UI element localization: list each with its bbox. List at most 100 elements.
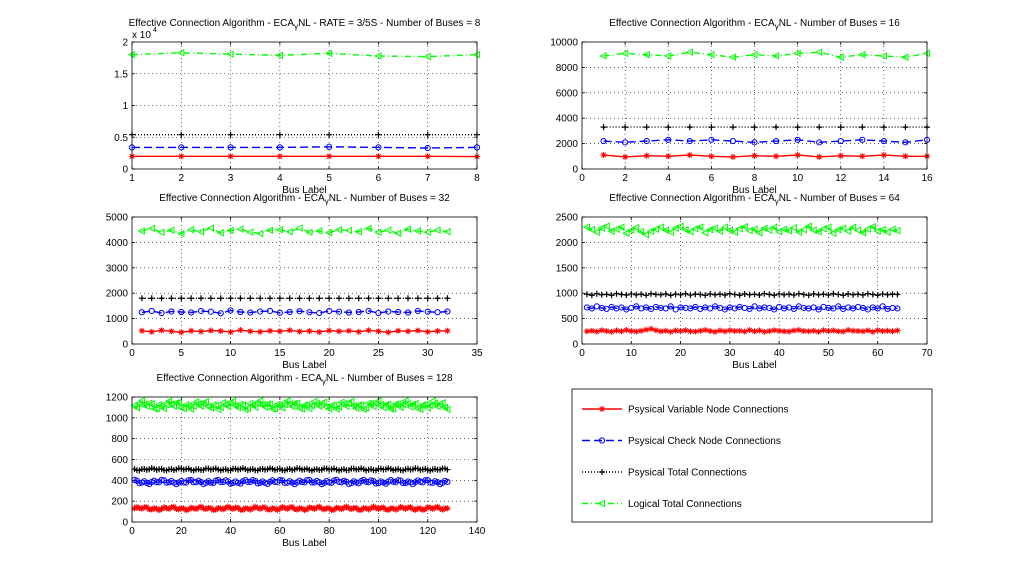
data-point-variable	[153, 505, 160, 512]
data-point-variable	[385, 506, 392, 513]
data-point-logical	[196, 402, 205, 411]
data-point-logical	[354, 401, 362, 409]
data-point-logical	[221, 400, 229, 409]
data-point-logical	[433, 402, 441, 411]
data-point-variable	[212, 506, 219, 513]
data-point-variable	[375, 505, 382, 512]
data-point-logical	[617, 223, 625, 231]
data-point-logical	[245, 228, 254, 237]
series-logical	[137, 224, 451, 238]
x-tick-label: 3	[228, 173, 234, 184]
x-tick-label: 0	[579, 173, 585, 184]
data-point-total	[296, 295, 303, 302]
series-variable	[131, 503, 451, 514]
data-point-logical	[794, 228, 802, 237]
data-point-variable	[766, 328, 773, 335]
data-point-logical	[789, 223, 798, 232]
data-point-variable	[751, 328, 758, 335]
data-point-total	[677, 291, 684, 298]
x-axis-label: Bus Label	[732, 360, 776, 371]
data-point-variable	[313, 504, 320, 511]
data-point-total	[702, 292, 709, 299]
data-point-logical	[176, 48, 185, 57]
data-point-check	[372, 480, 380, 487]
data-point-variable	[368, 505, 375, 512]
data-point-check	[335, 308, 343, 315]
data-point-check	[746, 305, 753, 313]
x-axis-label: Bus Label	[282, 538, 326, 549]
data-point-variable	[365, 327, 372, 334]
data-point-logical	[720, 223, 729, 231]
data-point-variable	[434, 328, 441, 335]
data-point-check	[207, 308, 214, 315]
data-point-total	[662, 290, 669, 297]
data-point-check	[751, 139, 758, 146]
data-point-variable	[600, 152, 607, 159]
data-point-variable	[845, 327, 852, 334]
data-point-logical	[858, 228, 867, 237]
data-point-logical	[784, 226, 793, 235]
legend-marker	[597, 499, 606, 508]
data-point-variable	[583, 328, 590, 335]
y-tick-label: 1000	[106, 413, 129, 424]
data-point-variable	[859, 153, 866, 160]
series-variable	[583, 325, 901, 335]
data-point-logical	[587, 225, 595, 234]
data-point-variable	[392, 506, 399, 513]
data-point-variable	[336, 328, 342, 335]
data-point-total	[682, 290, 689, 297]
chart-title-rest: NL - Number of Buses = 16	[779, 18, 901, 29]
chart-title-sub: γ	[325, 197, 329, 206]
data-point-total	[355, 295, 362, 302]
data-point-logical	[388, 405, 397, 413]
data-point-logical	[646, 227, 655, 236]
data-point-check	[247, 309, 254, 316]
data-point-logical	[686, 227, 694, 236]
data-point-logical	[809, 226, 817, 235]
chart-title: Effective Connection Algorithm - ECAγNL …	[159, 193, 450, 206]
series-line-check	[603, 139, 928, 144]
data-point-variable	[800, 328, 807, 335]
data-point-logical	[270, 405, 279, 413]
data-point-logical	[374, 52, 382, 60]
data-point-variable	[424, 328, 431, 335]
data-point-logical	[700, 228, 709, 237]
data-point-variable	[262, 504, 269, 511]
data-point-variable	[198, 328, 204, 335]
data-point-total	[316, 295, 323, 302]
data-point-logical	[848, 223, 857, 231]
data-point-total	[276, 295, 283, 302]
data-point-total	[267, 295, 273, 302]
data-point-total	[840, 292, 847, 299]
data-point-variable	[402, 505, 409, 512]
legend-marker	[599, 406, 605, 412]
data-point-variable	[299, 505, 306, 512]
data-point-total	[790, 291, 797, 298]
data-point-variable	[884, 327, 891, 334]
y-tick-label: 0	[572, 165, 578, 176]
data-point-variable	[697, 327, 704, 334]
data-point-logical	[342, 402, 350, 411]
x-axis-label: Bus Label	[282, 360, 326, 371]
data-point-variable	[820, 327, 827, 334]
data-point-total	[623, 291, 630, 298]
data-point-total	[385, 295, 392, 302]
data-point-variable	[267, 327, 273, 334]
data-point-logical	[642, 50, 650, 59]
data-point-total	[424, 131, 431, 138]
data-point-total	[741, 290, 748, 297]
data-point-check	[257, 308, 264, 315]
data-point-variable	[835, 328, 842, 335]
data-point-total	[286, 295, 293, 302]
data-point-logical	[705, 225, 714, 234]
y-tick-label: 0	[122, 165, 128, 176]
data-point-total	[257, 295, 264, 302]
data-point-logical	[836, 53, 844, 62]
data-point-logical	[287, 402, 296, 411]
data-point-total	[665, 124, 672, 131]
data-point-variable	[296, 328, 303, 335]
data-point-total	[188, 295, 195, 302]
data-point-total	[869, 291, 876, 298]
data-point-total	[622, 124, 629, 131]
data-point-logical	[371, 399, 380, 408]
